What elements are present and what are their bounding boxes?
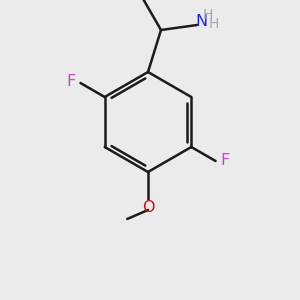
Text: O: O	[142, 200, 154, 214]
Text: N: N	[195, 14, 207, 28]
Text: F: F	[67, 74, 76, 89]
Text: H: H	[209, 17, 219, 31]
Text: F: F	[220, 152, 229, 167]
Text: H: H	[203, 8, 213, 22]
